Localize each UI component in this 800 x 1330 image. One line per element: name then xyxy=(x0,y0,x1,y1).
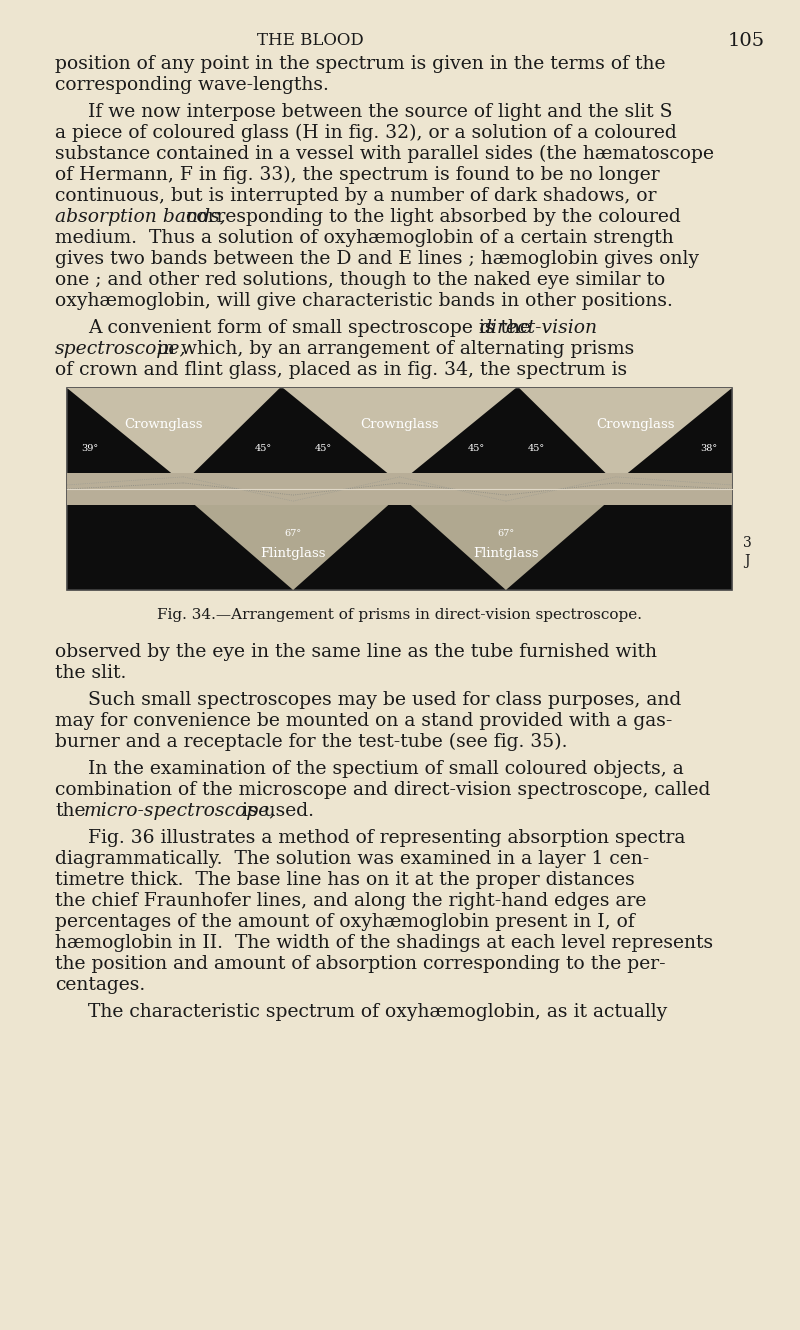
Text: spectroscope,: spectroscope, xyxy=(55,340,186,358)
Text: 45°: 45° xyxy=(467,444,485,454)
Text: Fig. 34.—Arrangement of prisms in direct-vision spectroscope.: Fig. 34.—Arrangement of prisms in direct… xyxy=(157,608,642,622)
Text: 39°: 39° xyxy=(82,444,99,454)
Text: Crownglass: Crownglass xyxy=(124,418,202,431)
Polygon shape xyxy=(519,388,732,483)
Text: substance contained in a vessel with parallel sides (the hæmatoscope: substance contained in a vessel with par… xyxy=(55,145,714,164)
Polygon shape xyxy=(67,388,280,483)
Text: 45°: 45° xyxy=(527,444,544,454)
Text: in which, by an arrangement of alternating prisms: in which, by an arrangement of alternati… xyxy=(157,340,634,358)
Text: corresponding to the light absorbed by the coloured: corresponding to the light absorbed by t… xyxy=(186,207,681,226)
Text: The characteristic spectrum of oxyhæmoglobin, as it actually: The characteristic spectrum of oxyhæmogl… xyxy=(88,1003,667,1021)
Text: the slit.: the slit. xyxy=(55,664,126,682)
Text: one ; and other red solutions, though to the naked eye similar to: one ; and other red solutions, though to… xyxy=(55,271,666,289)
Text: timetre thick.  The base line has on it at the proper distances: timetre thick. The base line has on it a… xyxy=(55,871,634,888)
Text: medium.  Thus a solution of oxyhæmoglobin of a certain strength: medium. Thus a solution of oxyhæmoglobin… xyxy=(55,229,674,247)
Text: centages.: centages. xyxy=(55,976,146,994)
Text: direct-vision: direct-vision xyxy=(480,319,598,336)
Text: the position and amount of absorption corresponding to the per-: the position and amount of absorption co… xyxy=(55,955,666,974)
Text: gives two bands between the D and E lines ; hæmoglobin gives only: gives two bands between the D and E line… xyxy=(55,250,699,269)
Polygon shape xyxy=(283,388,516,483)
Text: 105: 105 xyxy=(728,32,765,51)
Text: percentages of the amount of oxyhæmoglobin present in I, of: percentages of the amount of oxyhæmoglob… xyxy=(55,912,634,931)
Text: 45°: 45° xyxy=(254,444,272,454)
Text: 3: 3 xyxy=(742,536,751,549)
Text: position of any point in the spectrum is given in the terms of the: position of any point in the spectrum is… xyxy=(55,55,666,73)
Text: continuous, but is interrupted by a number of dark shadows, or: continuous, but is interrupted by a numb… xyxy=(55,188,657,205)
Text: Flintglass: Flintglass xyxy=(473,547,538,560)
Text: Such small spectroscopes may be used for class purposes, and: Such small spectroscopes may be used for… xyxy=(88,692,682,709)
Text: corresponding wave-lengths.: corresponding wave-lengths. xyxy=(55,76,329,94)
Text: THE BLOOD: THE BLOOD xyxy=(257,32,363,49)
Text: is used.: is used. xyxy=(242,802,314,821)
Text: 67°: 67° xyxy=(498,529,514,537)
Text: Crownglass: Crownglass xyxy=(360,418,438,431)
Text: Crownglass: Crownglass xyxy=(596,418,675,431)
Text: Fig. 36 illustrates a method of representing absorption spectra: Fig. 36 illustrates a method of represen… xyxy=(88,829,686,847)
Text: of Hermann, F in fig. 33), the spectrum is found to be no longer: of Hermann, F in fig. 33), the spectrum … xyxy=(55,166,660,185)
Text: 38°: 38° xyxy=(700,444,718,454)
Text: In the examination of the spectium of small coloured objects, a: In the examination of the spectium of sm… xyxy=(88,759,684,778)
Text: If we now interpose between the source of light and the slit S: If we now interpose between the source o… xyxy=(88,102,673,121)
Text: diagrammatically.  The solution was examined in a layer 1 cen-: diagrammatically. The solution was exami… xyxy=(55,850,650,868)
Text: the: the xyxy=(55,802,86,821)
Polygon shape xyxy=(399,495,616,591)
Text: Flintglass: Flintglass xyxy=(260,547,326,560)
Text: absorption bands,: absorption bands, xyxy=(55,207,226,226)
Text: observed by the eye in the same line as the tube furnished with: observed by the eye in the same line as … xyxy=(55,642,657,661)
Text: oxyhæmoglobin, will give characteristic bands in other positions.: oxyhæmoglobin, will give characteristic … xyxy=(55,293,673,310)
Text: 45°: 45° xyxy=(314,444,331,454)
Text: hæmoglobin in II.  The width of the shadings at each level represents: hæmoglobin in II. The width of the shadi… xyxy=(55,934,713,952)
Text: of crown and flint glass, placed as in fig. 34, the spectrum is: of crown and flint glass, placed as in f… xyxy=(55,360,627,379)
Text: a piece of coloured glass (H in fig. 32), or a solution of a coloured: a piece of coloured glass (H in fig. 32)… xyxy=(55,124,677,142)
Bar xyxy=(67,473,732,505)
Text: 67°: 67° xyxy=(285,529,302,537)
Text: J: J xyxy=(744,553,750,568)
Bar xyxy=(67,388,732,591)
Text: may for convenience be mounted on a stand provided with a gas-: may for convenience be mounted on a stan… xyxy=(55,712,672,730)
Text: combination of the microscope and direct-vision spectroscope, called: combination of the microscope and direct… xyxy=(55,781,710,799)
Text: the chief Fraunhofer lines, and along the right-hand edges are: the chief Fraunhofer lines, and along th… xyxy=(55,892,646,910)
Text: A convenient form of small spectroscope is the: A convenient form of small spectroscope … xyxy=(88,319,531,336)
Text: micro-spectroscope,: micro-spectroscope, xyxy=(84,802,276,821)
Polygon shape xyxy=(183,495,399,591)
Text: burner and a receptacle for the test-tube (see fig. 35).: burner and a receptacle for the test-tub… xyxy=(55,733,567,751)
